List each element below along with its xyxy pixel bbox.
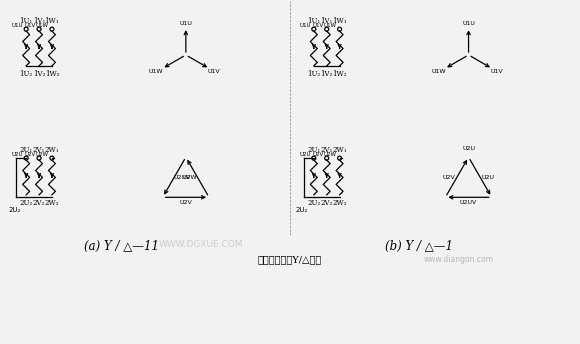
Text: U̇2W: U̇2W <box>182 175 197 180</box>
Text: 2W₁: 2W₁ <box>45 146 59 154</box>
Text: 1V₁: 1V₁ <box>33 17 45 25</box>
Text: 2U₁: 2U₁ <box>20 146 33 154</box>
Text: 2W₁: 2W₁ <box>332 146 347 154</box>
Text: U̇1U: U̇1U <box>12 23 23 28</box>
Text: WWW.DGXUE.COM: WWW.DGXUE.COM <box>158 240 243 249</box>
Text: U̇2U: U̇2U <box>462 146 475 151</box>
Text: 1U₁: 1U₁ <box>20 17 33 25</box>
Text: U̇1W: U̇1W <box>36 23 49 28</box>
Text: U̇1U: U̇1U <box>179 21 193 26</box>
Text: 1U₁: 1U₁ <box>307 17 320 25</box>
Text: 2W₂: 2W₂ <box>45 199 59 207</box>
Text: 2U₂: 2U₂ <box>20 199 32 207</box>
Text: U̇1V: U̇1V <box>208 69 220 74</box>
Text: 1V₁: 1V₁ <box>321 17 333 25</box>
Text: (a) Y / △—11: (a) Y / △—11 <box>84 240 159 254</box>
Text: 2U₂: 2U₂ <box>296 207 309 213</box>
Text: U̇2W: U̇2W <box>36 152 49 157</box>
Text: 2U₁: 2U₁ <box>307 146 320 154</box>
Text: U̇1W: U̇1W <box>324 23 336 28</box>
Text: U̇2V: U̇2V <box>443 175 455 180</box>
Text: www.diangon.com: www.diangon.com <box>423 255 494 264</box>
Text: U̇2V: U̇2V <box>313 152 324 157</box>
Text: 1W₂: 1W₂ <box>45 70 59 78</box>
Text: U̇2W: U̇2W <box>324 152 336 157</box>
Text: U̇2V: U̇2V <box>179 200 192 205</box>
Text: 1W₁: 1W₁ <box>332 17 347 25</box>
Text: 1U₂: 1U₂ <box>20 70 32 78</box>
Text: U̇2UV: U̇2UV <box>460 200 477 205</box>
Text: U̇1U: U̇1U <box>299 23 311 28</box>
Text: U̇1V: U̇1V <box>490 69 503 74</box>
Text: U̇2UV: U̇2UV <box>173 175 191 180</box>
Text: U̇1U: U̇1U <box>462 21 475 26</box>
Text: U̇1W: U̇1W <box>148 69 163 74</box>
Text: U̇1V: U̇1V <box>313 23 324 28</box>
Text: U̇2U: U̇2U <box>481 175 495 180</box>
Text: 2V₂: 2V₂ <box>33 199 45 207</box>
Text: 2W₂: 2W₂ <box>332 199 347 207</box>
Text: (b) Y / △—1: (b) Y / △—1 <box>385 240 453 254</box>
Text: U̇2U: U̇2U <box>12 152 23 157</box>
Text: 1V₂: 1V₂ <box>321 70 333 78</box>
Text: U̇2V: U̇2V <box>25 152 36 157</box>
Text: U̇1V: U̇1V <box>25 23 36 28</box>
Text: 2U₂: 2U₂ <box>307 199 320 207</box>
Text: 三相变压器的Y/△连接: 三相变压器的Y/△连接 <box>258 255 322 264</box>
Text: 2V₁: 2V₁ <box>33 146 45 154</box>
Text: 1W₂: 1W₂ <box>332 70 347 78</box>
Text: 1U₂: 1U₂ <box>307 70 320 78</box>
Text: U̇1W: U̇1W <box>432 69 446 74</box>
Text: 1V₂: 1V₂ <box>33 70 45 78</box>
Text: 2V₁: 2V₁ <box>321 146 333 154</box>
Text: 2U₂: 2U₂ <box>8 207 21 213</box>
Text: 1W₁: 1W₁ <box>45 17 59 25</box>
Text: U̇2U: U̇2U <box>299 152 311 157</box>
Text: 2V₂: 2V₂ <box>321 199 333 207</box>
